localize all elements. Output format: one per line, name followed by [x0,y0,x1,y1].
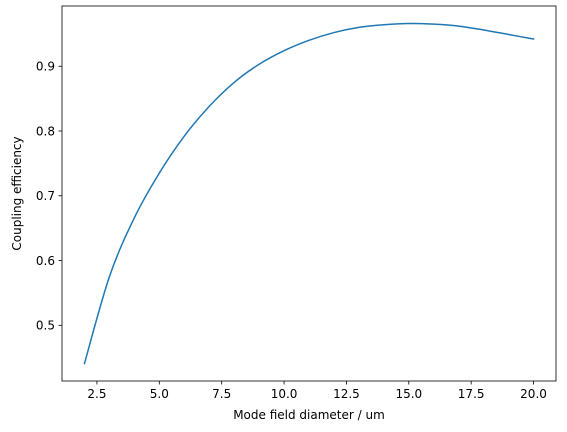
x-tick-label: 15.0 [395,387,422,401]
y-tick-label: 0.6 [36,254,55,268]
x-tick-label: 20.0 [520,387,547,401]
y-tick-label: 0.8 [36,124,55,138]
x-axis-label: Mode field diameter / um [233,408,385,422]
x-tick-label: 10.0 [271,387,298,401]
plot-area [62,6,556,381]
x-tick-label: 12.5 [333,387,360,401]
x-tick-label: 5.0 [150,387,169,401]
y-tick-label: 0.5 [36,319,55,333]
series-layer [83,22,535,365]
y-tick-label: 0.7 [36,189,55,203]
series-line [83,22,535,365]
y-axis-ticks: 0.5 0.6 0.7 0.8 0.9 [36,60,62,333]
x-tick-label: 17.5 [458,387,485,401]
x-tick-label: 7.5 [212,387,231,401]
y-axis-label: Coupling efficiency [10,136,24,250]
x-tick-label: 2.5 [87,387,106,401]
x-axis-ticks: 2.5 5.0 7.5 10.0 12.5 15.0 17.5 20.0 [87,381,547,401]
plot-frame [61,5,557,382]
y-tick-label: 0.9 [36,60,55,74]
